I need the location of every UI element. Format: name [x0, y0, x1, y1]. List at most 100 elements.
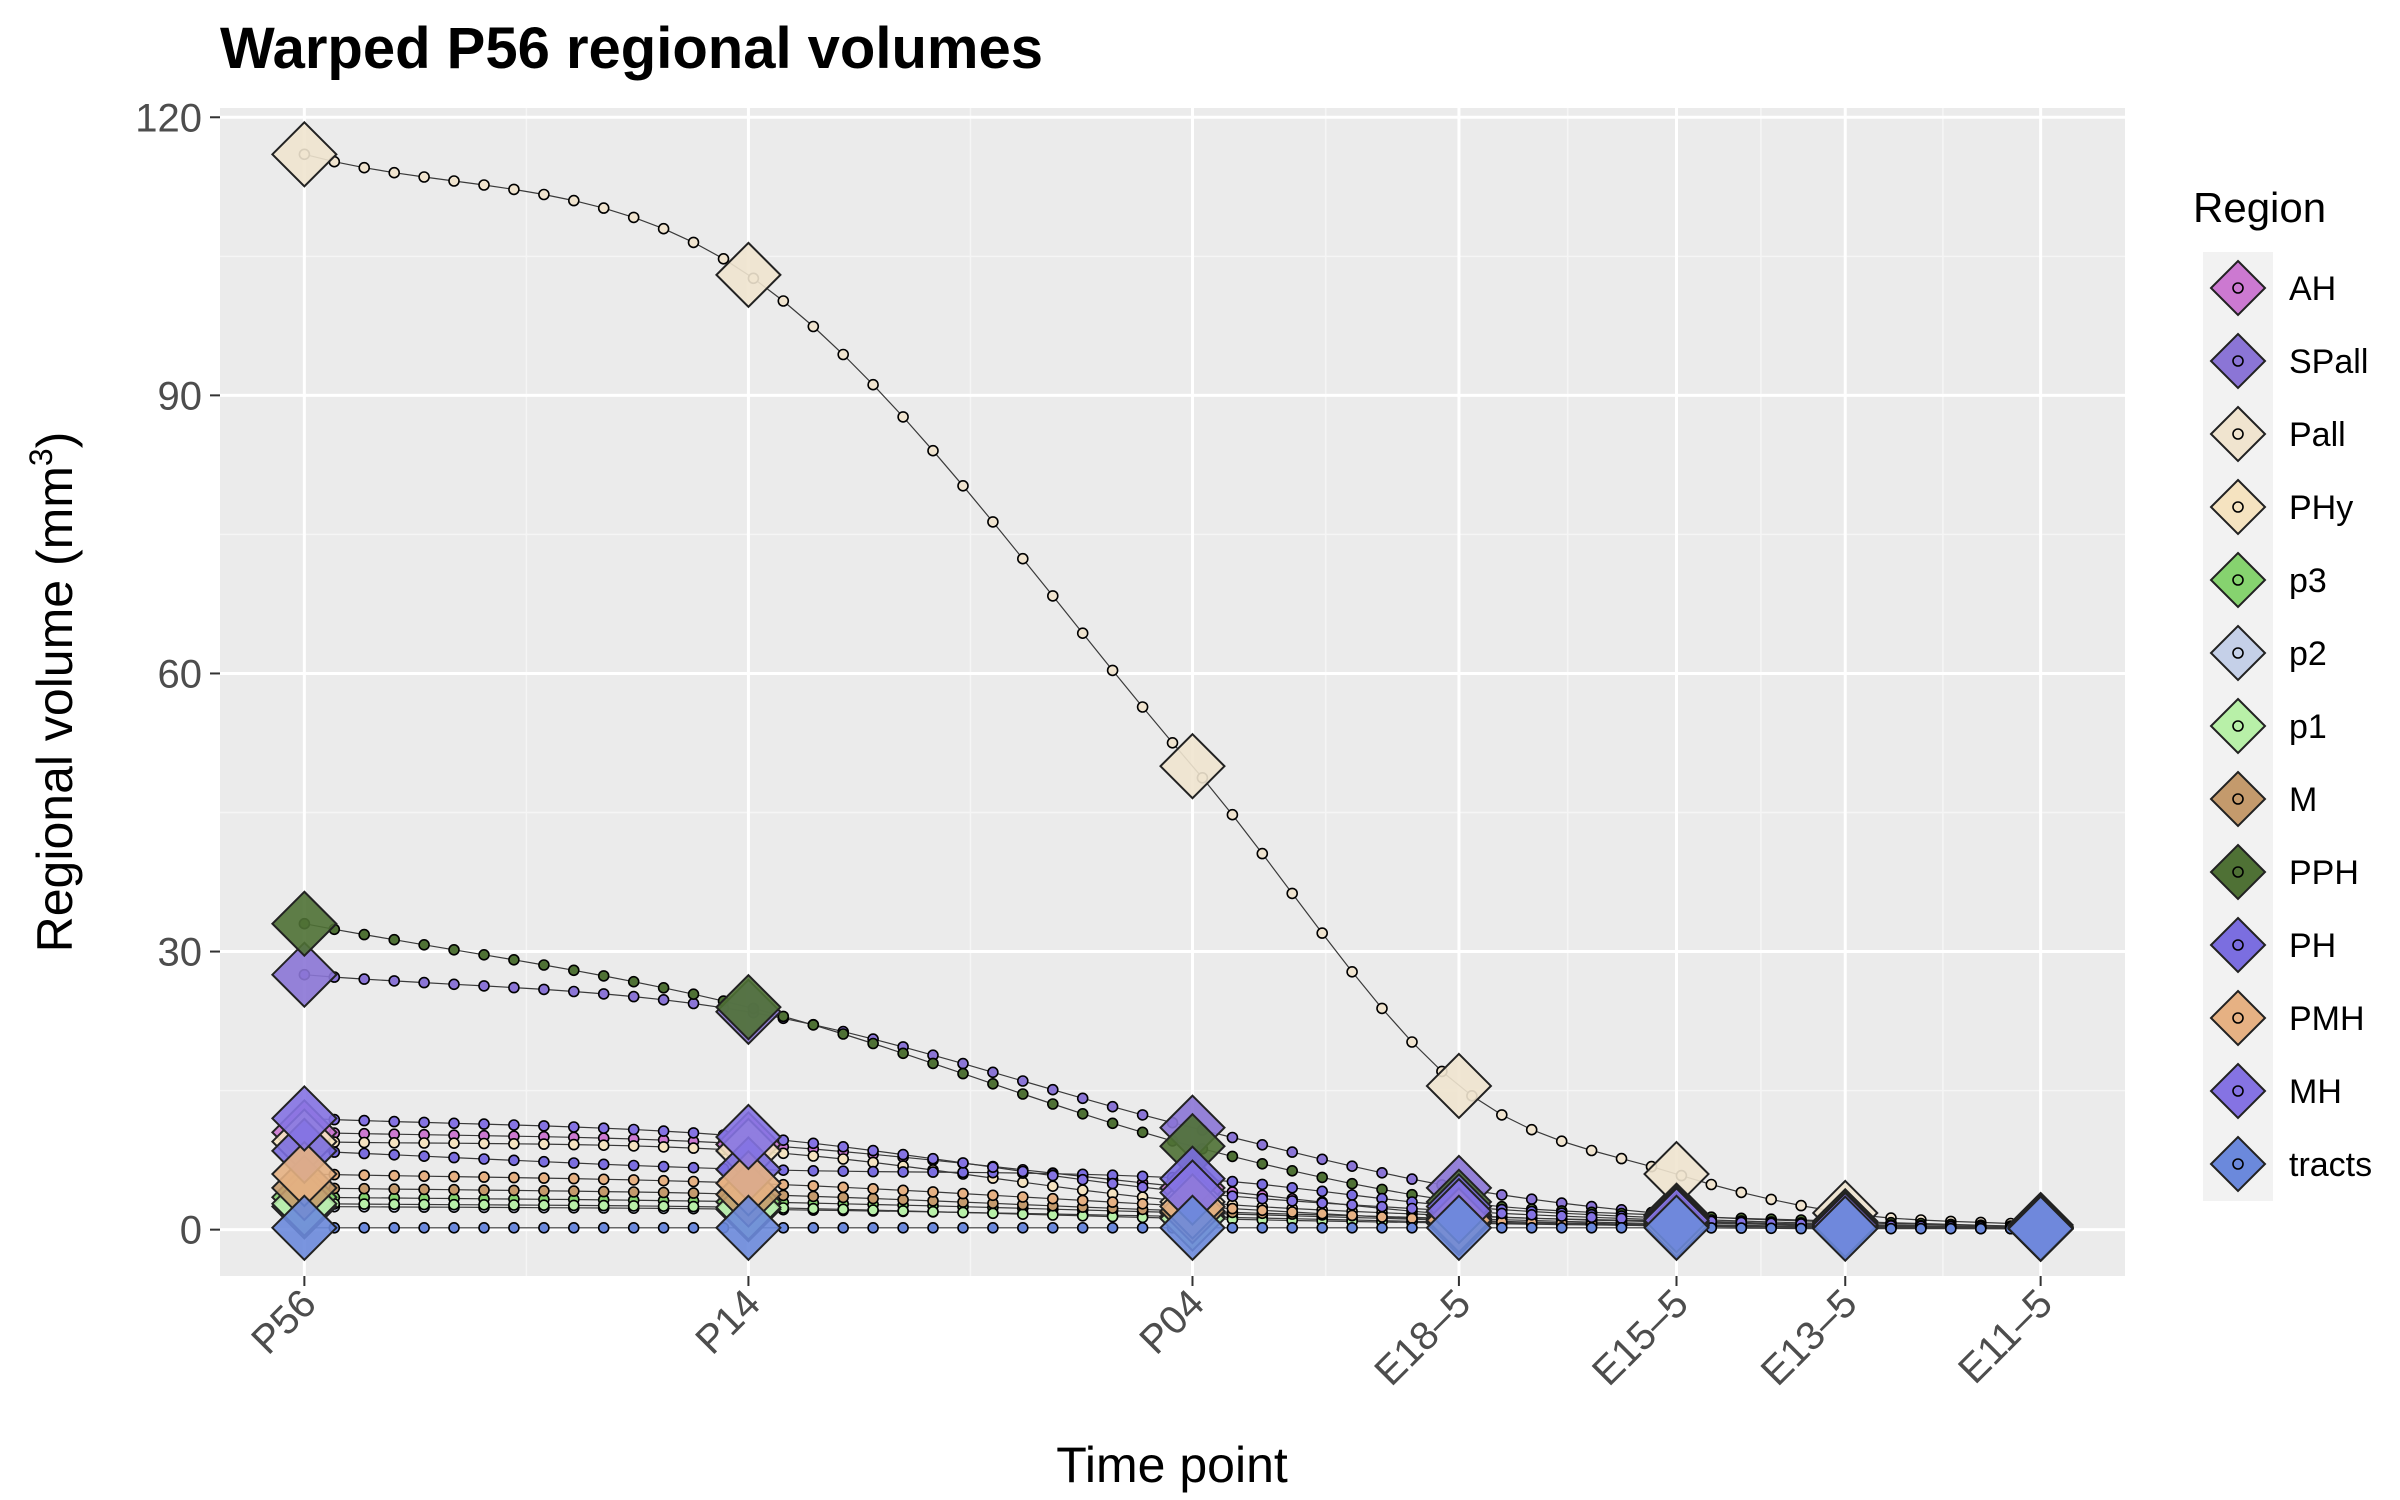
series-point: [1316, 1207, 1328, 1220]
series-point: [867, 1144, 879, 1157]
series-point: [837, 1153, 850, 1165]
series-point: [567, 1157, 580, 1169]
series-point: [1376, 1200, 1388, 1213]
series-point: [597, 988, 610, 1000]
series-point: [657, 1160, 670, 1173]
series-point: [1316, 1222, 1328, 1234]
series-point: [837, 1222, 850, 1234]
series-point: [358, 928, 371, 941]
series-point: [388, 1198, 401, 1211]
plot-panel: [220, 108, 2125, 1276]
chart-title: Warped P56 regional volumes: [220, 16, 1043, 81]
series-point: [388, 166, 401, 179]
series-point: [1555, 1135, 1568, 1147]
series-point: [1615, 1222, 1628, 1234]
series-point: [1047, 1169, 1059, 1182]
series-point: [777, 1010, 790, 1023]
legend-label: M: [2289, 781, 2317, 819]
series-point: [358, 1222, 371, 1234]
series-point: [1076, 1222, 1089, 1234]
series-point: [597, 1158, 610, 1171]
timepoint-marker: [1159, 732, 1226, 800]
series-point: [957, 1157, 969, 1169]
series-point: [837, 1181, 850, 1194]
series-point: [538, 1155, 550, 1168]
series-point: [1106, 664, 1119, 677]
series-point: [1226, 1190, 1239, 1202]
legend-key-point: [2232, 282, 2244, 294]
timepoint-marker: [270, 1194, 338, 1262]
legend-label: SPall: [2289, 343, 2368, 381]
series-point: [657, 1141, 670, 1153]
series-point: [418, 1150, 430, 1162]
legend-key-point: [2232, 647, 2244, 659]
series-point: [657, 1174, 670, 1187]
series-point: [597, 1122, 610, 1134]
y-tick-label: 30: [158, 931, 203, 975]
series-point: [627, 1222, 640, 1234]
series-point: [987, 1207, 999, 1220]
series-point: [627, 211, 640, 224]
series-point: [987, 1078, 999, 1090]
series-point: [1226, 1202, 1239, 1215]
series-point: [1226, 1175, 1239, 1188]
series-point: [538, 188, 550, 201]
series-point: [1346, 1189, 1358, 1201]
y-tick-label: 90: [158, 374, 203, 418]
series-point: [627, 1123, 640, 1136]
legend-label: p3: [2289, 562, 2327, 600]
series-point: [538, 1199, 550, 1211]
series-point: [567, 985, 580, 998]
series-point: [1016, 1191, 1029, 1203]
series-point: [1496, 1222, 1508, 1234]
timepoint-marker: [270, 120, 338, 188]
series-point: [867, 378, 879, 391]
series-point: [837, 1141, 850, 1153]
series-point: [597, 1139, 610, 1151]
series-point: [1915, 1222, 1927, 1235]
series-point: [897, 1166, 909, 1178]
series-point: [448, 1170, 460, 1183]
series-point: [1406, 1212, 1418, 1225]
series-point: [627, 1174, 640, 1186]
series-point: [1525, 1209, 1538, 1221]
series-point: [1525, 1193, 1538, 1205]
series-point: [508, 953, 520, 966]
series-point: [1286, 887, 1298, 900]
series-point: [1016, 1208, 1029, 1220]
series-point: [897, 1148, 909, 1161]
series-point: [777, 295, 790, 307]
series-point: [1226, 1150, 1239, 1163]
timepoint-marker: [270, 941, 338, 1009]
series-point: [927, 1152, 939, 1165]
series-point: [1286, 1195, 1298, 1207]
series-point: [807, 1137, 820, 1150]
series-point: [1047, 1083, 1059, 1096]
series-point: [508, 1119, 520, 1131]
legend-key-point: [2232, 720, 2244, 732]
series-point: [1496, 1189, 1508, 1201]
series-point: [448, 1183, 460, 1196]
series-point: [1945, 1222, 1957, 1235]
series-point: [478, 179, 490, 191]
timepoint-marker: [715, 1194, 782, 1262]
series-point: [807, 1190, 820, 1203]
legend-label: PH: [2289, 927, 2336, 965]
series-point: [627, 975, 640, 988]
series-point: [1016, 1222, 1029, 1234]
legend-key-point: [2232, 1012, 2244, 1024]
series-point: [957, 1057, 969, 1070]
series-point: [807, 1019, 820, 1031]
timepoint-marker: [2007, 1195, 2075, 1263]
series-point: [1136, 701, 1149, 713]
timepoint-marker: [1811, 1195, 1879, 1263]
legend-key-point: [2232, 574, 2244, 586]
series-point: [388, 1169, 401, 1182]
series-point: [1525, 1123, 1538, 1136]
series-point: [478, 1118, 490, 1130]
y-axis-title: Regional volume (mm3): [23, 432, 83, 953]
legend-label: PMH: [2289, 1000, 2365, 1038]
series-point: [448, 978, 460, 991]
series-point: [687, 236, 700, 249]
legend-label: p2: [2289, 635, 2327, 673]
